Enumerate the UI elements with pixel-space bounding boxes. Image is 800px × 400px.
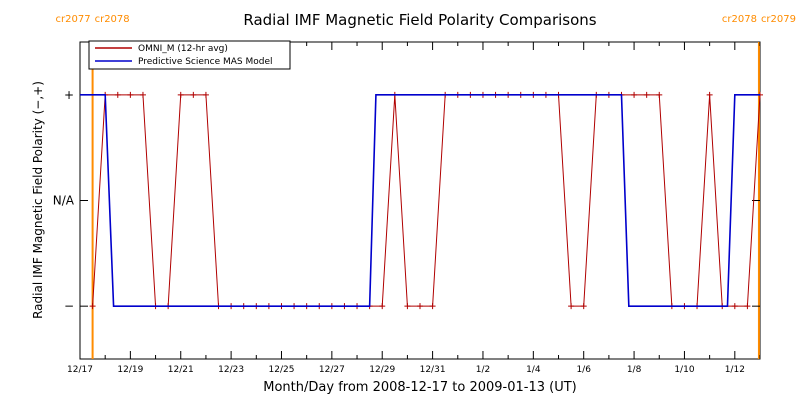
omni-point bbox=[568, 303, 575, 310]
x-tick-label: 12/21 bbox=[168, 365, 194, 375]
x-tick-label: 1/4 bbox=[526, 365, 541, 375]
omni-point bbox=[190, 91, 197, 98]
omni-point bbox=[429, 303, 436, 310]
x-tick-label: 1/8 bbox=[627, 365, 642, 375]
omni-point bbox=[656, 91, 663, 98]
omni-point bbox=[580, 303, 587, 310]
omni-point bbox=[731, 303, 738, 310]
omni-point bbox=[202, 91, 209, 98]
omni-series-line bbox=[92, 94, 761, 307]
y-axis-label: Radial IMF Magnetic Field Polarity (−,+) bbox=[31, 81, 45, 319]
legend-box bbox=[88, 40, 291, 70]
x-axis-label: Month/Day from 2008-12-17 to 2009-01-13 … bbox=[263, 380, 576, 395]
omni-point bbox=[417, 303, 423, 310]
carrington-label-after: cr2079 bbox=[761, 14, 796, 25]
legend: OMNI_M (12-hr avg) Predictive Science MA… bbox=[88, 40, 291, 70]
x-tick-label: 12/31 bbox=[420, 365, 446, 375]
omni-point bbox=[114, 91, 121, 98]
omni-point bbox=[379, 303, 386, 310]
omni-point bbox=[139, 91, 146, 98]
mas-series-line bbox=[80, 94, 760, 307]
omni-point bbox=[643, 91, 650, 98]
omni-point bbox=[744, 303, 751, 310]
omni-point bbox=[706, 91, 713, 98]
x-tick-label: 1/2 bbox=[476, 365, 490, 375]
x-tick-label: 12/29 bbox=[369, 365, 395, 375]
legend-label-omni: OMNI_M (12-hr avg) bbox=[138, 44, 228, 54]
y-axis: − N/A + bbox=[53, 88, 760, 313]
legend-label-mas: Predictive Science MAS Model bbox=[138, 57, 273, 67]
x-tick-label: 12/17 bbox=[67, 365, 93, 375]
chart-title: Radial IMF Magnetic Field Polarity Compa… bbox=[243, 11, 596, 29]
y-tick-label: − bbox=[64, 299, 74, 313]
series-lines bbox=[80, 91, 763, 310]
plot-frame bbox=[79, 41, 761, 360]
x-tick-label: 12/19 bbox=[117, 365, 143, 375]
x-tick-label: 1/10 bbox=[674, 365, 694, 375]
carrington-label-after: cr2078 bbox=[95, 14, 130, 25]
x-tick-label: 1/12 bbox=[725, 365, 745, 375]
y-tick-label: N/A bbox=[53, 194, 75, 208]
omni-point bbox=[89, 303, 96, 310]
carrington-label-before: cr2077 bbox=[56, 14, 91, 25]
carrington-label-before: cr2078 bbox=[722, 14, 757, 25]
omni-point bbox=[404, 303, 411, 310]
x-tick-label: 12/25 bbox=[269, 365, 295, 375]
omni-point bbox=[177, 91, 184, 98]
omni-point bbox=[127, 91, 134, 98]
x-axis: 12/17 12/19 12/21 12/23 12/25 12/27 12/29 12/31… bbox=[67, 42, 761, 375]
y-tick-label: + bbox=[64, 88, 74, 102]
x-tick-label: 12/27 bbox=[319, 365, 345, 375]
x-tick-label: 12/23 bbox=[218, 365, 244, 375]
x-tick-label: 1/6 bbox=[576, 365, 591, 375]
omni-point bbox=[631, 91, 638, 98]
